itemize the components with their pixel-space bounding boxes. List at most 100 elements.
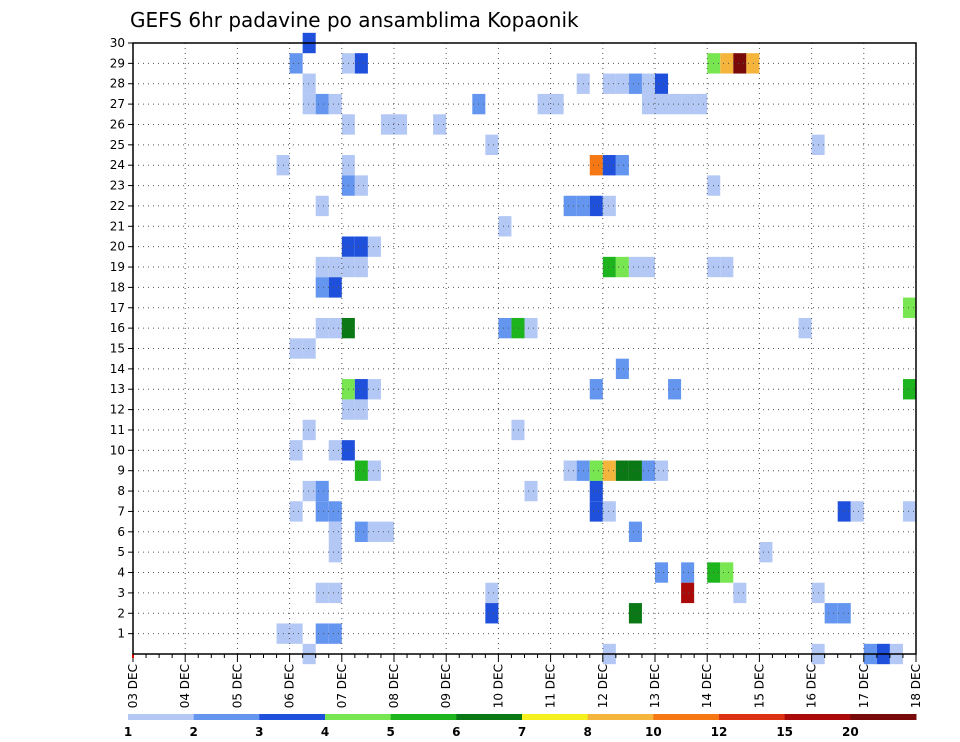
x-tick-label: 17 DEC — [857, 664, 871, 708]
colorbar: 1 2 3 4 5 6 7 8 10 12 15 20 — [124, 714, 917, 739]
heatmap-cell — [315, 256, 329, 278]
heatmap-cell — [615, 460, 629, 481]
heatmap-cell — [354, 521, 368, 542]
y-tick-label: 7 — [117, 504, 125, 518]
cells-layer — [276, 32, 916, 665]
colorbar-swatch — [850, 714, 917, 720]
heatmap-cell — [720, 256, 734, 278]
x-tick-label: 13 DEC — [648, 664, 662, 708]
heatmap-cell — [524, 317, 538, 339]
y-tick-label: 27 — [110, 97, 125, 111]
heatmap-cell — [328, 501, 342, 522]
colorbar-label: 7 — [518, 725, 526, 739]
heatmap-cell — [315, 195, 329, 217]
x-tick-label: 03 DEC — [126, 664, 140, 708]
heatmap-cell — [602, 256, 616, 278]
heatmap-cell — [354, 175, 368, 196]
heatmap-cell — [289, 338, 303, 359]
heatmap-cell — [498, 216, 512, 237]
heatmap-cell — [615, 358, 629, 380]
heatmap-cell — [602, 460, 616, 481]
heatmap-cell — [537, 93, 551, 115]
heatmap-cell — [289, 623, 303, 644]
colorbar-swatch — [587, 714, 654, 720]
heatmap-cell — [511, 419, 525, 441]
x-tick-label: 16 DEC — [805, 664, 819, 708]
heatmap-cell — [628, 73, 642, 94]
heatmap-cell — [498, 317, 512, 339]
heatmap-cell — [615, 155, 629, 176]
heatmap-cell — [602, 501, 616, 522]
heatmap-cell — [694, 93, 708, 115]
colorbar-swatch — [653, 714, 720, 720]
heatmap-cell — [902, 501, 916, 522]
heatmap-cell — [655, 73, 669, 94]
colorbar-label: 1 — [124, 725, 132, 739]
heatmap-cell — [328, 93, 342, 115]
heatmap-cell — [746, 53, 760, 74]
heatmap-cell — [524, 480, 538, 502]
heatmap-cell — [615, 73, 629, 94]
heatmap-cell — [720, 562, 734, 583]
heatmap-cell — [720, 53, 734, 74]
heatmap-cell — [289, 501, 303, 522]
heatmap-cell — [655, 562, 669, 583]
y-tick-label: 26 — [110, 117, 125, 131]
x-tick-label: 04 DEC — [178, 664, 192, 708]
y-tick-label: 25 — [110, 138, 125, 152]
heatmap-cell — [328, 623, 342, 644]
heatmap-cell — [589, 501, 603, 522]
heatmap-cell — [367, 236, 381, 257]
heatmap-cell — [485, 134, 499, 156]
x-tick-label: 15 DEC — [752, 664, 766, 708]
colorbar-label: 2 — [189, 725, 197, 739]
colorbar-swatch — [522, 714, 589, 720]
heatmap-cell — [328, 582, 342, 604]
heatmap-cell — [354, 399, 368, 420]
heatmap-cell — [328, 541, 342, 563]
x-tick-label: 18 DEC — [909, 664, 923, 708]
heatmap-cell — [837, 501, 851, 522]
heatmap-cell — [681, 582, 695, 604]
heatmap-cell — [315, 277, 329, 298]
heatmap-cell — [302, 93, 316, 115]
heatmap-cell — [367, 460, 381, 481]
heatmap-cell — [824, 603, 838, 624]
heatmap-cell — [798, 317, 812, 339]
heatmap-cell — [354, 379, 368, 400]
colorbar-swatch — [390, 714, 457, 720]
heatmap-cell — [563, 460, 577, 481]
colorbar-swatch — [259, 714, 326, 720]
heatmap-cell — [328, 521, 342, 542]
heatmap-cell — [733, 53, 747, 74]
heatmap-cell — [302, 419, 316, 441]
heatmap-cell — [589, 480, 603, 502]
heatmap-cell — [628, 603, 642, 624]
heatmap-cell — [837, 603, 851, 624]
colorbar-swatch — [325, 714, 392, 720]
heatmap-cell — [681, 93, 695, 115]
heatmap-cell — [550, 93, 564, 115]
colorbar-label: 5 — [386, 725, 394, 739]
x-tick-label: 14 DEC — [700, 664, 714, 708]
heatmap-cell — [733, 582, 747, 604]
y-tick-label: 15 — [110, 342, 125, 356]
heatmap-cell — [668, 379, 682, 400]
colorbar-swatch — [456, 714, 523, 720]
heatmap-cell — [511, 317, 525, 339]
heatmap-cell — [394, 114, 408, 135]
heatmap-cell — [628, 256, 642, 278]
x-tick-label: 08 DEC — [387, 664, 401, 708]
y-tick-label: 28 — [110, 77, 125, 91]
heatmap-cell — [289, 440, 303, 461]
heatmap-cell — [433, 114, 447, 135]
heatmap-cell — [367, 521, 381, 542]
colorbar-label: 3 — [255, 725, 263, 739]
colorbar-swatch — [128, 714, 195, 720]
x-tick-label: 09 DEC — [439, 664, 453, 708]
heatmap-cell — [315, 623, 329, 644]
y-tick-label: 5 — [117, 545, 125, 559]
heatmap-cell — [354, 460, 368, 481]
y-tick-label: 3 — [117, 586, 125, 600]
y-tick-label: 6 — [117, 525, 125, 539]
